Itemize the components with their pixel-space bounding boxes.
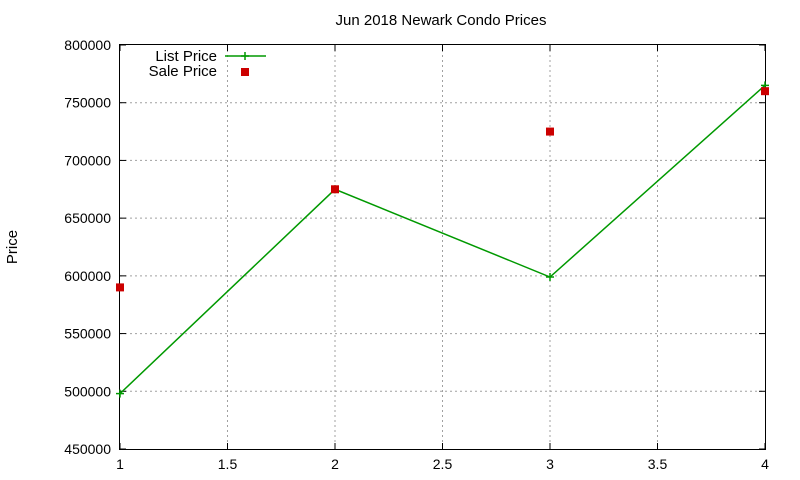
series	[116, 81, 769, 398]
y-tick-label: 600000	[64, 268, 111, 284]
data-point-sale-price	[116, 283, 124, 292]
axis-ticks: 1 1.5 2 2.5 3 3.5 4 450000 500000 550000 600000 650…	[64, 37, 769, 472]
y-tick-label: 450000	[64, 441, 111, 457]
y-tick-label: 550000	[64, 326, 111, 342]
y-tick-label: 800000	[64, 37, 111, 53]
data-point-sale-price	[761, 87, 769, 96]
x-tick-label: 1	[116, 456, 124, 472]
data-point-sale-price	[546, 127, 554, 136]
plot-frame	[119, 44, 766, 450]
x-tick-label: 3	[546, 456, 554, 472]
legend-label-sale-price: Sale Price	[149, 63, 217, 80]
grid	[120, 45, 765, 449]
legend: List Price Sale Price	[149, 48, 266, 80]
legend-label-list-price: List Price	[155, 48, 217, 65]
data-point-list-price	[116, 389, 124, 398]
x-tick-label: 2.5	[433, 456, 453, 472]
legend-marker-sale-price	[241, 68, 249, 76]
chart-title: Jun 2018 Newark Condo Prices	[336, 12, 547, 29]
data-point-list-price	[546, 273, 554, 282]
x-tick-label: 2	[331, 456, 339, 472]
y-tick-label: 650000	[64, 210, 111, 226]
x-tick-label: 3.5	[648, 456, 668, 472]
y-tick-label: 700000	[64, 152, 111, 168]
data-point-sale-price	[331, 185, 339, 194]
series-line-list-price	[119, 84, 766, 395]
legend-marker-list-price	[241, 52, 249, 60]
y-axis-label: Price	[4, 230, 21, 264]
y-tick-label: 750000	[64, 95, 111, 111]
y-tick-label: 500000	[64, 383, 111, 399]
x-tick-label: 4	[761, 456, 769, 472]
x-tick-label: 1.5	[218, 456, 238, 472]
